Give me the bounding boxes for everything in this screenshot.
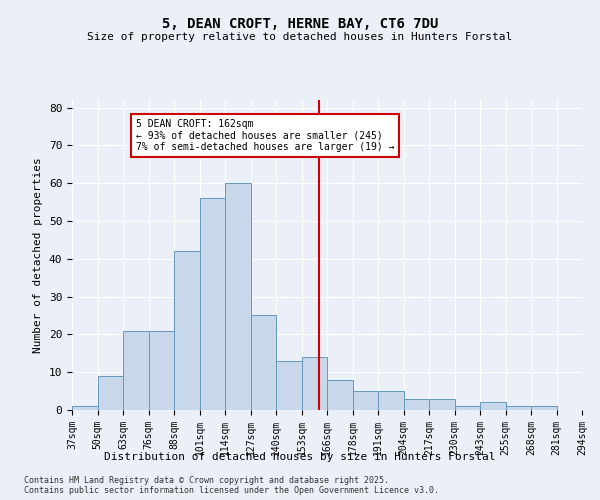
Bar — [505, 406, 531, 410]
Text: Distribution of detached houses by size in Hunters Forstal: Distribution of detached houses by size … — [104, 452, 496, 462]
Bar — [251, 316, 276, 410]
Bar — [480, 402, 505, 410]
Bar — [72, 406, 97, 410]
Bar — [97, 376, 123, 410]
Bar — [429, 398, 455, 410]
Bar — [404, 398, 429, 410]
Bar — [455, 406, 480, 410]
Bar — [327, 380, 353, 410]
Text: Size of property relative to detached houses in Hunters Forstal: Size of property relative to detached ho… — [88, 32, 512, 42]
Bar — [225, 183, 251, 410]
Bar — [531, 406, 557, 410]
Bar — [276, 361, 302, 410]
Bar — [149, 330, 174, 410]
Bar — [302, 357, 327, 410]
Bar — [174, 251, 199, 410]
Text: Contains HM Land Registry data © Crown copyright and database right 2025.
Contai: Contains HM Land Registry data © Crown c… — [24, 476, 439, 495]
Bar — [353, 391, 378, 410]
Bar — [378, 391, 404, 410]
Y-axis label: Number of detached properties: Number of detached properties — [33, 157, 43, 353]
Bar — [199, 198, 225, 410]
Text: 5 DEAN CROFT: 162sqm
← 93% of detached houses are smaller (245)
7% of semi-detac: 5 DEAN CROFT: 162sqm ← 93% of detached h… — [136, 119, 394, 152]
Text: 5, DEAN CROFT, HERNE BAY, CT6 7DU: 5, DEAN CROFT, HERNE BAY, CT6 7DU — [162, 18, 438, 32]
Bar — [123, 330, 149, 410]
